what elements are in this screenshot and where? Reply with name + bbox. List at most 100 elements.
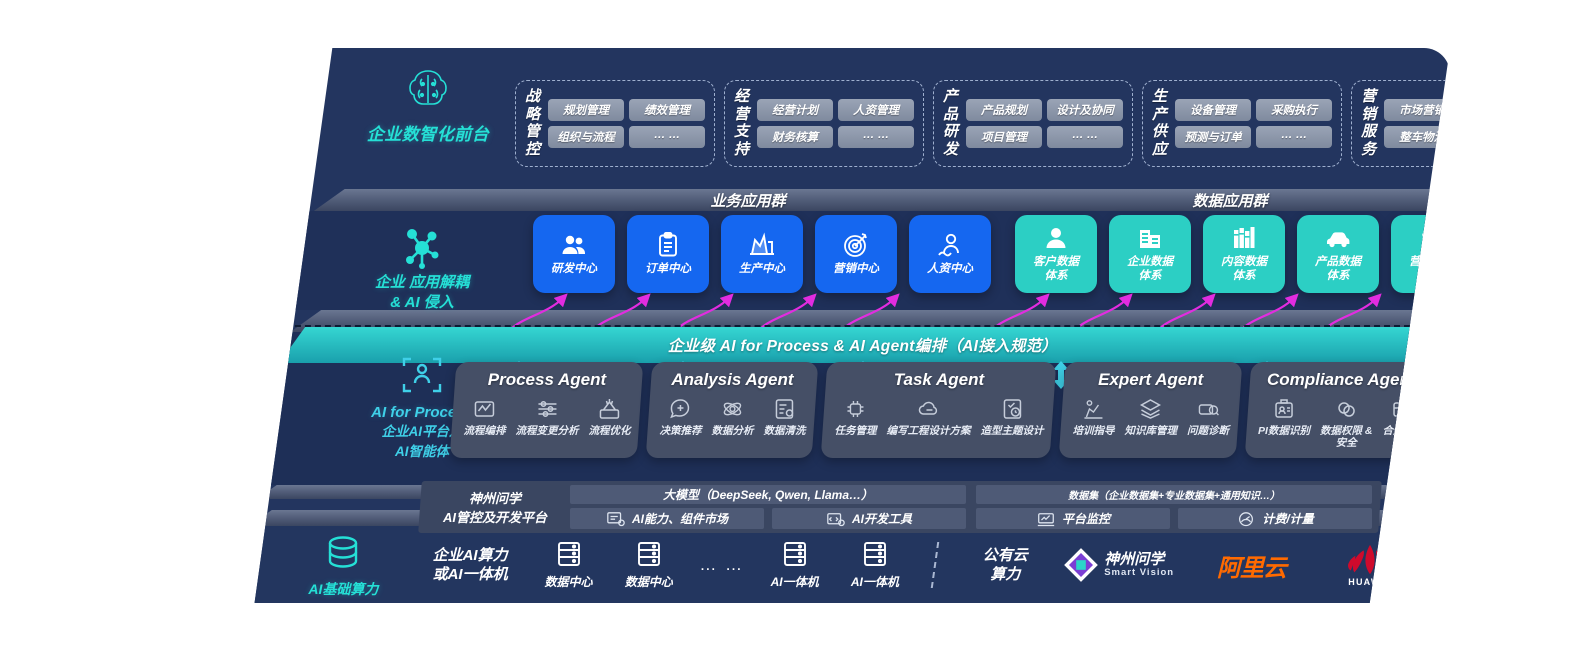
agent-card-compliance[interactable]: Compliance Agent PI数据识别 数据权限 & 安全 (1244, 362, 1438, 459)
domain-chip[interactable]: 组织与流程 (548, 125, 625, 148)
platform-model-column: 大模型（DeepSeek, Qwen, Llama…） AI能力、组件市场 AI… (570, 485, 966, 529)
vendor-aliyun[interactable]: 阿里云 (1183, 548, 1320, 583)
app-card-hr[interactable]: 人资中心 (909, 215, 991, 293)
domain-chip[interactable]: 规划管理 (548, 98, 625, 121)
data-card-customer[interactable]: 客户数据 体系 (1015, 215, 1097, 293)
domain-group[interactable]: 战略 管控 规划管理 绩效管理 组织与流程 … … (515, 80, 716, 167)
domain-group[interactable]: 营销 服务 市场营销 客户关系 整车物流 … … (1351, 80, 1450, 167)
domain-chip[interactable]: 绩效管理 (629, 98, 706, 121)
infra-node[interactable]: 数据中心 (528, 540, 608, 590)
infra-divider (915, 542, 955, 588)
data-card-enterprise[interactable]: 企业数据 体系 (1109, 215, 1191, 293)
domain-chip[interactable]: 采购执行 (1256, 98, 1333, 121)
domain-chip[interactable]: 产品规划 (966, 98, 1043, 121)
domain-chip[interactable]: … … (838, 125, 915, 148)
ellipsis-icon: … … (699, 555, 745, 574)
agent-sub[interactable]: 数据清洗 (763, 397, 805, 437)
vendor-huawei[interactable]: HUAWEI (1320, 543, 1420, 587)
infra-node[interactable]: AI一体机 (835, 540, 915, 590)
domain-group[interactable]: 经营 支持 经营计划 人资管理 财务核算 … … (724, 80, 925, 167)
sliders-icon (535, 397, 559, 421)
layer-applications: 企业 应用解耦 & AI 侵入 业务应用群 数据应用群 研发中心 (255, 193, 1450, 311)
agent-card-expert[interactable]: Expert Agent 培训指导 知识库管理 (1058, 362, 1242, 459)
training-icon (1081, 397, 1105, 421)
domain-chip[interactable]: 经营计划 (757, 98, 834, 121)
domain-chip[interactable]: … … (629, 125, 706, 148)
monitor-icon (1036, 511, 1056, 527)
app-card-marketing[interactable]: 营销中心 (815, 215, 897, 293)
agent-sub[interactable]: PI数据识别 (1258, 397, 1309, 437)
archive-alert-icon (1391, 397, 1415, 421)
platform-cell-market[interactable]: AI能力、组件市场 (570, 508, 764, 529)
platform-subtitle: AI管控及开发平台 (442, 510, 547, 525)
dataset-bar[interactable]: 数据集（企业数据集+专业数据集+通用知识…） (976, 485, 1372, 505)
agent-sub[interactable]: 问题诊断 (1187, 397, 1229, 437)
agent-sub-label: 流程编排 (463, 425, 506, 437)
app-card-rd[interactable]: 研发中心 (533, 215, 615, 293)
infra-node[interactable]: 数据中心 (609, 540, 689, 590)
model-bar[interactable]: 大模型（DeepSeek, Qwen, Llama…） (570, 485, 966, 505)
agent-name: Compliance Agent (1266, 370, 1416, 389)
agent-sub[interactable]: 决策推荐 (659, 397, 701, 437)
infra-node-label: AI一体机 (770, 575, 819, 589)
app-card-production[interactable]: 生产中心 (721, 215, 803, 293)
agents-label-en: AI for Process (371, 404, 473, 421)
infra-label: AI基础算力 (308, 581, 379, 597)
domain-name: 生产 供应 (1152, 88, 1168, 159)
agent-card-analysis[interactable]: Analysis Agent 决策推荐 数据分析 (645, 362, 819, 459)
data-card-content[interactable]: 内容数据 体系 (1203, 215, 1285, 293)
target-icon (842, 231, 870, 259)
domain-chip[interactable]: 项目管理 (966, 125, 1043, 148)
server-icon (780, 540, 810, 570)
domain-chip[interactable]: 市场营销 (1384, 98, 1450, 121)
domain-chip[interactable]: … … (1047, 125, 1124, 148)
agent-card-task[interactable]: Task Agent 任务管理 编写工程设计方案 (820, 362, 1057, 459)
car-icon (1324, 224, 1352, 252)
agent-sub[interactable]: 任务管理 (834, 397, 876, 437)
infra-side: AI基础算力 (275, 531, 412, 599)
domain-group[interactable]: 生产 供应 设备管理 采购执行 预测与订单 … … (1142, 80, 1343, 167)
domain-chip[interactable]: 财务核算 (757, 125, 834, 148)
agent-sub[interactable]: 知识库管理 (1124, 397, 1177, 437)
infra-node-label: 数据中心 (624, 575, 673, 589)
vendor-shenzhou[interactable]: 神州问学 Smart Vision (1055, 548, 1183, 582)
domain-chip[interactable]: 整车物流 (1384, 125, 1450, 148)
agents-label-cn2: AI智能体 (395, 444, 449, 460)
domain-group[interactable]: 产品 研发 产品规划 设计及协同 项目管理 … … (933, 80, 1134, 167)
database-icon (321, 531, 365, 575)
data-card-label: 企业数据 体系 (1127, 256, 1173, 282)
platform-cell-billing[interactable]: 计费/计量 (1178, 508, 1372, 529)
ai-banner-text: 企业级 AI for Process & AI Agent编排（AI接入规范） (667, 338, 1058, 355)
agent-sub[interactable]: 流程变更分析 (515, 397, 578, 437)
domain-chip[interactable]: 设备管理 (1175, 98, 1252, 121)
domain-chip[interactable]: 预测与订单 (1175, 125, 1252, 148)
domain-chip[interactable]: 人资管理 (838, 98, 915, 121)
platform-cell-monitor[interactable]: 平台监控 (976, 508, 1170, 529)
data-card-marketing[interactable]: 营销数据 体系 (1391, 215, 1450, 293)
infra-node[interactable]: AI一体机 (755, 540, 835, 590)
id-card-icon (1271, 397, 1295, 421)
server-icon (634, 540, 664, 570)
diagnose-icon (1196, 397, 1220, 421)
agent-card-process[interactable]: Process Agent 流程编排 流程变更分析 (449, 362, 644, 459)
agent-sub[interactable]: 流程优化 (588, 397, 630, 437)
agent-sub[interactable]: 编写工程设计方案 (886, 397, 970, 437)
agent-sub[interactable]: 数据分析 (711, 397, 753, 437)
agent-sub[interactable]: 流程编排 (463, 397, 505, 437)
front-office-label: 企业数智化前台 (366, 125, 490, 144)
domain-chip[interactable]: 设计及协同 (1047, 98, 1124, 121)
agent-sub[interactable]: 合规预警 (1382, 397, 1424, 437)
task-network-icon (843, 397, 867, 421)
data-card-product[interactable]: 产品数据 体系 (1297, 215, 1379, 293)
agent-sub[interactable]: 造型主题设计 (980, 397, 1043, 437)
platform-cell-devtool[interactable]: AI开发工具 (772, 508, 966, 529)
infra-public-cloud: 公有云 算力 (955, 546, 1055, 585)
platform-cell-label: AI开发工具 (851, 512, 912, 527)
agent-sub[interactable]: 数据权限 & 安全 (1319, 397, 1372, 449)
app-card-order[interactable]: 订单中心 (627, 215, 709, 293)
agent-name: Task Agent (893, 370, 985, 389)
agent-sub[interactable]: 培训指导 (1072, 397, 1114, 437)
layer-front-office: 企业数智化前台 战略 管控 规划管理 绩效管理 组织与流程 … … 经营 支持 (255, 48, 1450, 189)
domain-chip[interactable]: … … (1256, 125, 1333, 148)
